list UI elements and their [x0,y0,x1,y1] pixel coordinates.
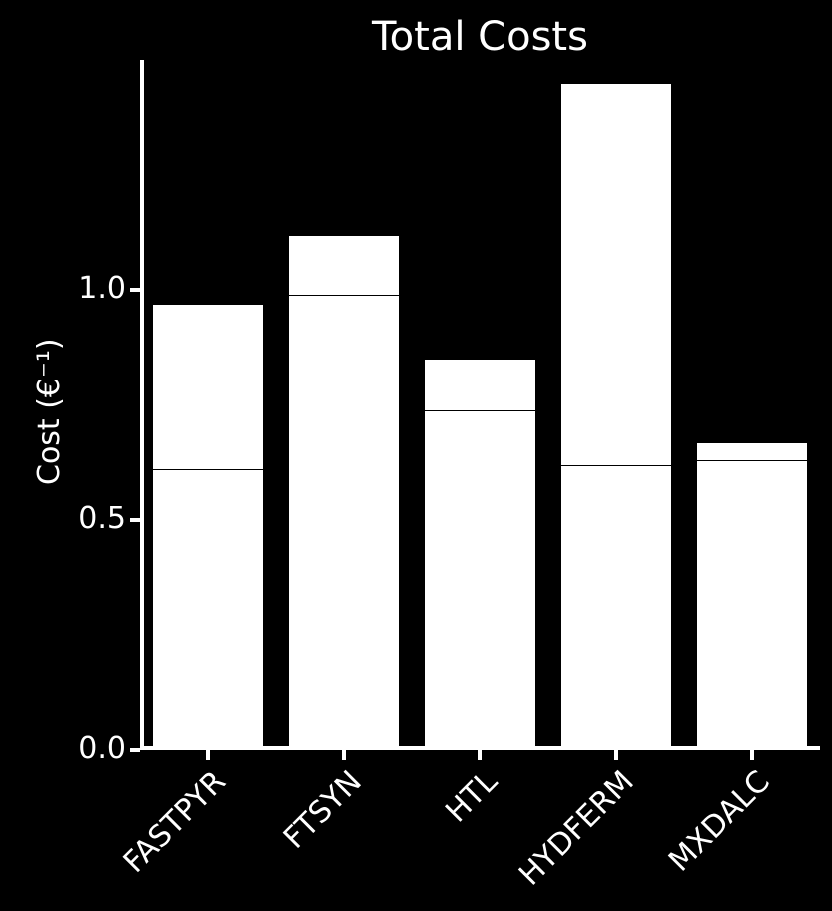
x-axis-line [140,746,820,750]
y-tick-label: 0.5 [78,501,126,536]
x-tick-mark [614,750,618,760]
y-axis-line [140,60,144,750]
x-tick-label: FASTPYR [67,764,233,911]
y-tick-mark [130,518,140,522]
y-axis-label: Cost (€⁻¹) [32,338,67,485]
bar-lower [560,465,672,750]
y-tick-mark [130,288,140,292]
bar-lower [288,295,400,750]
plot-area [140,60,820,750]
y-tick-label: 0.0 [78,731,126,766]
chart-stage: Total Costs Cost (€⁻¹) 0.00.51.0FASTPYRF… [0,0,832,911]
x-tick-mark [478,750,482,760]
x-tick-mark [750,750,754,760]
y-tick-label: 1.0 [78,271,126,306]
bar-lower [696,460,808,750]
x-tick-mark [206,750,210,760]
y-tick-mark [130,748,140,752]
chart-title: Total Costs [372,14,588,60]
x-tick-mark [342,750,346,760]
bar-lower [152,469,264,750]
bar-lower [424,410,536,750]
